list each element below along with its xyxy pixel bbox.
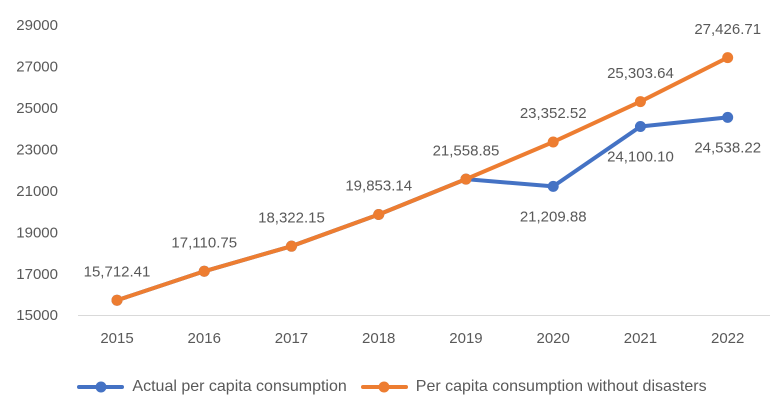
data-point-label-0: 24,100.10: [607, 149, 674, 166]
data-point-marker-1: [722, 52, 734, 64]
y-axis-tick-label: 25000: [16, 100, 58, 117]
data-point-label-1: 27,426.71: [694, 21, 761, 38]
y-axis-tick-label: 17000: [16, 266, 58, 283]
x-axis-tick-label: 2017: [275, 330, 308, 347]
data-point-marker-0: [547, 180, 559, 192]
data-point-label-1: 25,303.64: [607, 65, 674, 82]
x-axis-tick-label: 2020: [537, 330, 570, 347]
legend-dot-actual-icon: [95, 381, 107, 393]
legend-item-actual-consumption: Actual per capita consumption: [77, 378, 347, 396]
x-axis-tick-label: 2019: [449, 330, 482, 347]
data-point-marker-1: [460, 173, 472, 185]
data-point-marker-1: [111, 294, 123, 306]
legend-line-marker-actual-icon: [77, 381, 125, 393]
legend-item-without-disasters: Per capita consumption without disasters: [360, 378, 707, 396]
x-axis-tick-label: 2015: [100, 330, 133, 347]
x-axis-tick-label: 2018: [362, 330, 395, 347]
data-point-label-1: 19,853.14: [345, 178, 412, 195]
data-point-marker-1: [285, 240, 297, 252]
data-point-marker-1: [373, 208, 385, 220]
x-axis-tick-label: 2021: [624, 330, 657, 347]
y-axis-tick-label: 23000: [16, 141, 58, 158]
legend-label-without-disasters: Per capita consumption without disasters: [415, 378, 707, 395]
y-axis-tick-label: 21000: [16, 183, 58, 200]
y-axis-tick-label: 19000: [16, 224, 58, 241]
data-point-label-1: 18,322.15: [258, 209, 325, 226]
y-axis-tick-label: 15000: [16, 307, 58, 324]
data-point-label-1: 15,712.41: [84, 263, 151, 280]
data-point-marker-1: [198, 265, 210, 277]
data-point-label-0: 24,538.22: [694, 140, 761, 157]
data-point-label-1: 21,558.85: [433, 142, 500, 159]
data-point-marker-0: [634, 120, 646, 132]
legend-line-marker-without-disasters-icon: [360, 381, 408, 393]
series-line-1: [116, 55, 729, 303]
legend-dot-without-disasters-icon: [378, 381, 390, 393]
x-axis-tick-label: 2016: [188, 330, 221, 347]
data-point-label-1: 23,352.52: [520, 105, 587, 122]
data-point-label-1: 17,110.75: [171, 234, 237, 251]
data-point-marker-1: [547, 136, 559, 148]
data-point-label-0: 21,209.88: [520, 209, 587, 226]
legend-label-actual-consumption: Actual per capita consumption: [132, 378, 347, 395]
chart-legend: Actual per capita consumption Per capita…: [0, 364, 784, 410]
y-axis-tick-label: 27000: [16, 59, 58, 76]
line-chart-plot-area: 29000 27000 25000 23000 21000 19000 17000 15000…: [16, 17, 770, 347]
y-axis-tick-label: 29000: [16, 17, 58, 34]
data-point-marker-0: [722, 111, 734, 123]
x-axis-tick-label: 2022: [711, 330, 744, 347]
data-point-marker-1: [634, 96, 646, 108]
